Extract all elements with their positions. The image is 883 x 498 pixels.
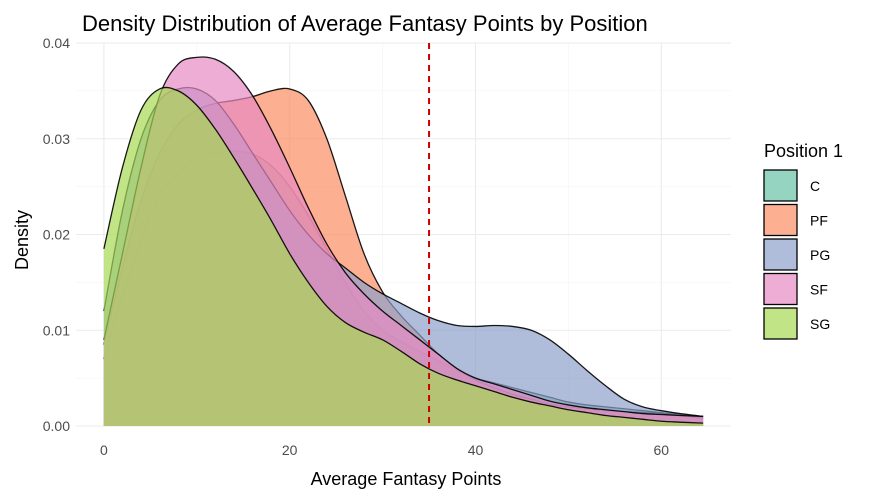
legend-swatch-c (763, 169, 798, 202)
legend-label-pf: PF (810, 213, 828, 229)
legend-label-pg: PG (810, 247, 830, 263)
x-tick-label: 40 (468, 442, 484, 458)
x-tick-label: 20 (282, 442, 298, 458)
density-areas (103, 56, 704, 427)
legend-swatch-pg (763, 238, 798, 271)
legend-title: Position 1 (764, 141, 843, 161)
y-axis-ticks: 0.00 0.01 0.02 0.03 0.04 (43, 35, 70, 434)
x-axis-ticks: 0 20 40 60 (100, 442, 669, 458)
legend-label-c: C (810, 178, 820, 194)
y-tick-label: 0.03 (43, 131, 70, 147)
y-tick-label: 0.00 (43, 418, 70, 434)
y-tick-label: 0.01 (43, 322, 70, 338)
legend-swatch-sg (763, 307, 798, 340)
chart-title: Density Distribution of Average Fantasy … (82, 11, 648, 36)
density-outline-sg (103, 86, 704, 424)
y-tick-label: 0.02 (43, 227, 70, 243)
legend-label-sg: SG (810, 316, 830, 332)
y-tick-label: 0.04 (43, 35, 70, 51)
legend-swatch-pf (763, 203, 798, 237)
x-axis-title: Average Fantasy Points (311, 469, 502, 489)
x-tick-label: 0 (100, 442, 108, 458)
legend-label-sf: SF (810, 282, 828, 298)
legend-swatch-sf (763, 272, 798, 306)
density-outline-sf (103, 56, 704, 418)
legend: Position 1 C PF PG SF SG (763, 141, 843, 340)
density-area-sg (103, 87, 704, 426)
x-tick-label: 60 (654, 442, 670, 458)
y-axis-title: Density (12, 210, 32, 270)
